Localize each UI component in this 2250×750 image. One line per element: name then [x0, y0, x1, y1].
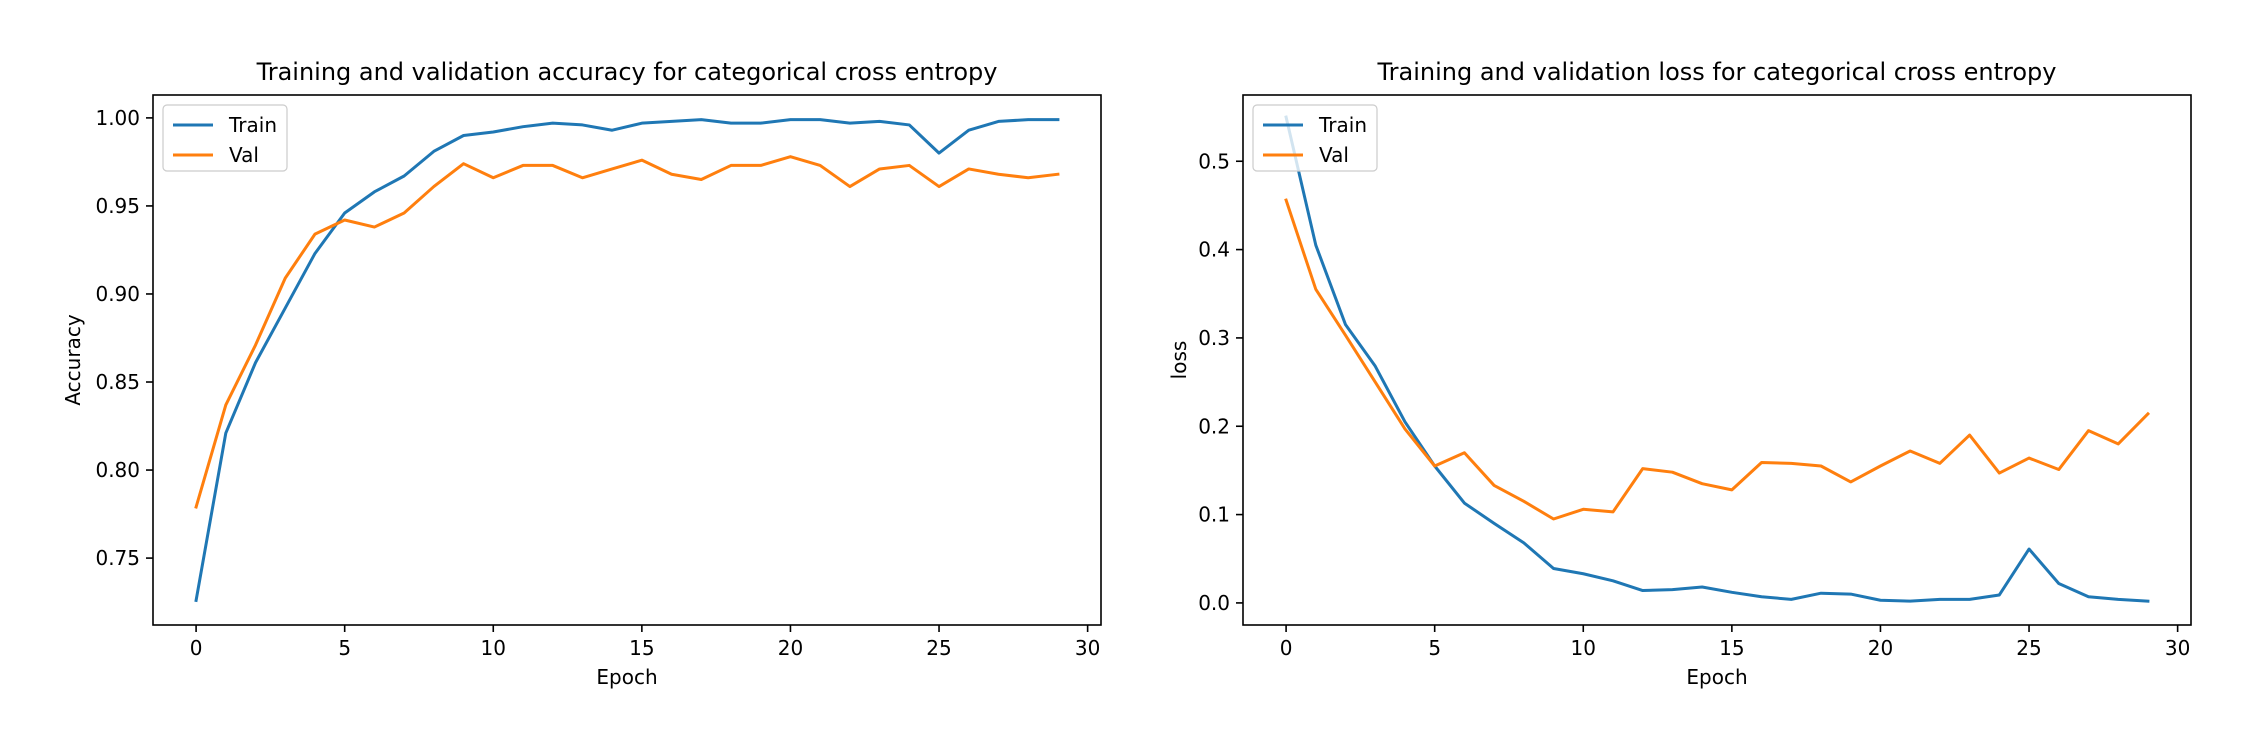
- chart-loss: 0 5 10 15 20 25 30 0.0 0.1 0.2 0.3 0.4 0.5 Training a…: [1167, 58, 2192, 689]
- chart-title: Training and validation loss for categor…: [1377, 58, 2057, 86]
- legend: Train Val: [1252, 104, 1378, 172]
- y-tick-label: 0.1: [1198, 503, 1230, 527]
- y-tick-label: 0.4: [1198, 238, 1230, 262]
- x-tick-label: 0: [190, 636, 203, 660]
- y-tick-label: 0.2: [1198, 414, 1230, 438]
- y-tick-label: 0.90: [95, 282, 140, 306]
- x-tick-label: 20: [778, 636, 803, 660]
- plot-frame: [1242, 94, 2192, 626]
- y-tick-label: 0.85: [95, 370, 140, 394]
- x-tick-label: 15: [1719, 636, 1744, 660]
- y-tick-label: 0.80: [95, 458, 140, 482]
- legend-label-val: Val: [1319, 143, 1349, 167]
- x-tick-label: 25: [2016, 636, 2041, 660]
- x-tick-label: 25: [926, 636, 951, 660]
- legend-label-train: Train: [1318, 113, 1367, 137]
- series-line-val: [1284, 198, 2151, 521]
- x-tick-label: 10: [1571, 636, 1596, 660]
- x-tick-label: 5: [1428, 636, 1441, 660]
- x-tick-label: 20: [1868, 636, 1893, 660]
- x-axis-label: Epoch: [1686, 665, 1747, 689]
- x-tick-label: 30: [1075, 636, 1100, 660]
- x-tick-label: 5: [338, 636, 351, 660]
- y-axis-label: loss: [1167, 341, 1191, 380]
- y-tick-label: 1.00: [95, 106, 140, 130]
- x-tick-label: 30: [2165, 636, 2190, 660]
- y-tick-label: 0.75: [95, 546, 140, 570]
- legend-label-train: Train: [228, 113, 277, 137]
- y-tick-label: 0.95: [95, 194, 140, 218]
- x-axis-label: Epoch: [596, 665, 657, 689]
- chart-accuracy: 0 5 10 15 20 25 30 0.75 0.80 0.85 0.90 0.95 1.00 Trai…: [61, 58, 1102, 689]
- x-tick-label: 0: [1280, 636, 1293, 660]
- legend: Train Val: [162, 104, 288, 172]
- x-tick-label: 15: [629, 636, 654, 660]
- y-axis-label: Accuracy: [61, 314, 85, 405]
- legend-label-val: Val: [229, 143, 259, 167]
- y-tick-label: 0.0: [1198, 591, 1230, 615]
- chart-title: Training and validation accuracy for cat…: [256, 58, 998, 86]
- y-tick-label: 0.3: [1198, 326, 1230, 350]
- x-tick-label: 10: [481, 636, 506, 660]
- series-line-val: [194, 155, 1060, 509]
- y-tick-label: 0.5: [1198, 149, 1230, 173]
- plot-frame: [152, 94, 1102, 626]
- series-line-train: [194, 118, 1060, 603]
